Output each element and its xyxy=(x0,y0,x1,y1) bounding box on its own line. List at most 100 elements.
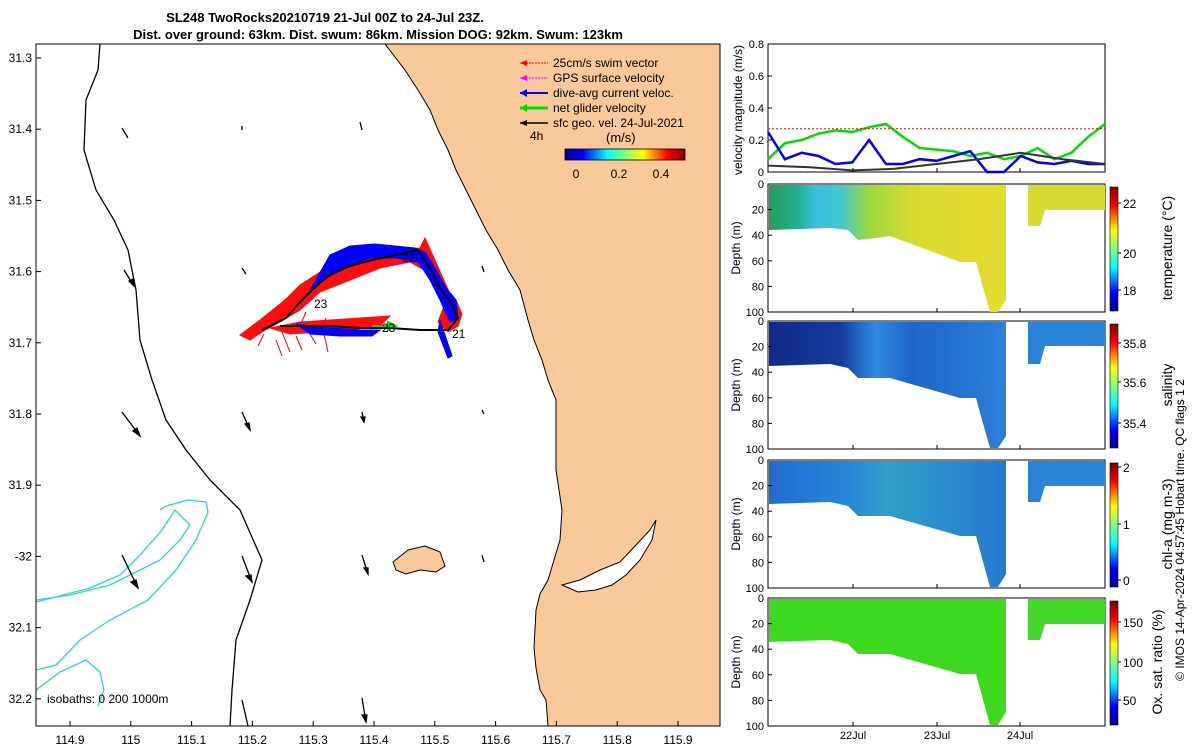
geo-velocity-arrows xyxy=(121,121,485,726)
colorbar-tick-label: 1 xyxy=(1123,518,1130,532)
depth-tick-label: 0 xyxy=(758,316,764,328)
colorbar-tick-label: 35.8 xyxy=(1123,337,1147,351)
oxygen-label: Ox. sat. ratio (%) xyxy=(1149,609,1165,714)
salinity-label: salinity xyxy=(1159,364,1175,407)
depth-tick-label: 20 xyxy=(752,619,764,631)
colorbar-tick-label: 22 xyxy=(1123,197,1137,211)
day-label-23a: 23 xyxy=(314,297,328,311)
map-x-tick-label: 115.7 xyxy=(542,733,571,747)
map-x-tick-label: 115.6 xyxy=(481,733,510,747)
salinity-colorbar xyxy=(1109,323,1119,449)
oxygen-field-right xyxy=(1028,599,1105,640)
map-y-tick-label: 32.2 xyxy=(9,692,33,706)
depth-tick-label: 100 xyxy=(746,307,764,319)
isobath-label: isobaths: 0 200 1000m xyxy=(47,692,168,706)
map-y-tick-label: 31.8 xyxy=(9,407,33,421)
depth-tick-label: 20 xyxy=(752,481,764,493)
depth-tick-label: 80 xyxy=(752,281,764,293)
depth-tick-label: 40 xyxy=(752,506,764,518)
depth-tick-label: 40 xyxy=(752,644,764,656)
chla-label: chl-a (mg m-3) xyxy=(1159,478,1175,569)
depth-tick-label: 20 xyxy=(752,342,764,354)
map-y-tick-label: 31.9 xyxy=(9,478,33,492)
legend-gps: GPS surface velocity xyxy=(553,71,664,85)
island xyxy=(392,545,446,575)
map-x-tick-label: 114.9 xyxy=(55,733,84,747)
colorbar-tick-label: 50 xyxy=(1123,694,1137,708)
depth-tick-label: 100 xyxy=(746,721,764,733)
colorbar-tick-label: 18 xyxy=(1123,284,1137,298)
depth-tick-label: 60 xyxy=(752,670,764,682)
colorbar-title: (m/s) xyxy=(606,130,636,145)
series-dive-current xyxy=(766,131,1105,174)
estuary xyxy=(560,519,657,593)
velocity-ylabel: velocity magnitude (m/s) xyxy=(731,45,745,175)
colorbar-tick-label: 20 xyxy=(1123,247,1137,261)
colorbar-tick-label: 35.4 xyxy=(1123,417,1147,431)
time-tick-label: 24Jul xyxy=(1007,730,1033,742)
depth-ticks: 0204060801000204060801000204060801000204… xyxy=(746,179,772,733)
map-frame xyxy=(35,43,721,727)
depth-label-1: Depth (m) xyxy=(729,221,743,274)
depth-tick-label: 80 xyxy=(752,695,764,707)
depth-tick-label: 0 xyxy=(758,593,764,605)
legend-dive: dive-avg current veloc. xyxy=(553,86,674,100)
time-tick-label: 22Jul xyxy=(840,730,866,742)
colorbar-tick-label: 35.6 xyxy=(1123,376,1147,390)
velocity-axes xyxy=(767,43,1106,173)
colorbar-ticks: 18 20 22 35.4 35.6 35.8 0 1 2 50 100 150 xyxy=(1118,197,1147,708)
depth-tick-label: 60 xyxy=(752,393,764,405)
colorbar-tick-label: 0 xyxy=(1123,574,1130,588)
cb-tick-2: 0.4 xyxy=(653,167,670,181)
title-line-2: Dist. over ground: 63km. Dist. swum: 86k… xyxy=(133,27,623,42)
temperature-field xyxy=(769,185,1006,312)
colorbar-tick-label: 100 xyxy=(1123,656,1143,670)
temperature-panel: temperature (°C) Depth (m) xyxy=(729,183,1175,313)
depth-tick-label: 80 xyxy=(752,418,764,430)
legend-geo: sfc geo. vel. 24-Jul-2021 xyxy=(553,116,684,130)
isobath-1000-b xyxy=(36,499,209,671)
depth-tick-label: 20 xyxy=(752,205,764,217)
legend-swim: 25cm/s swim vector xyxy=(553,56,658,70)
salinity-field-right xyxy=(1028,322,1105,364)
map-y-tick-label: 31.4 xyxy=(9,122,33,136)
series-geo-speed xyxy=(767,151,1106,172)
map-y-ticks: 31.3 31.4 31.5 31.6 31.7 31.8 31.9 -32 32.1 32.2 xyxy=(9,51,41,706)
isobath-1000 xyxy=(36,508,191,603)
depth-label-3: Depth (m) xyxy=(729,497,743,550)
copyright-note: © IMOS 14-Apr-2024 04:57:45 Hobart time.… xyxy=(1173,379,1187,681)
velocity-y-tick-label: 0 xyxy=(758,167,764,179)
speed-colorbar xyxy=(564,148,686,161)
isobath-200 xyxy=(83,44,263,726)
velocity-y-tick-label: 0.4 xyxy=(749,103,764,115)
chla-panel: chl-a (mg m-3) Depth (m) xyxy=(729,459,1175,589)
depth-tick-label: 40 xyxy=(752,367,764,379)
temperature-label: temperature (°C) xyxy=(1159,196,1175,300)
day-label-21: 21 xyxy=(452,327,466,341)
velocity-panel: 0 0.2 0.4 0.6 0.8 velocity magnitude (m/s) xyxy=(731,39,1106,179)
depth-tick-label: 100 xyxy=(746,583,764,595)
salinity-panel: salinity Depth (m) xyxy=(729,320,1175,450)
depth-label-2: Depth (m) xyxy=(729,358,743,411)
time-axis-ticks: 22Jul 23Jul 24Jul xyxy=(840,168,1033,742)
depth-tick-label: 60 xyxy=(752,256,764,268)
salinity-field xyxy=(769,322,1006,448)
depth-tick-label: 0 xyxy=(758,179,764,191)
velocity-y-tick-label: 0.6 xyxy=(749,71,764,83)
depth-tick-label: 80 xyxy=(752,557,764,569)
isobath-1000-c xyxy=(36,659,105,707)
map-x-tick-label: 115.9 xyxy=(663,733,692,747)
day-label-22: 22 xyxy=(402,251,416,265)
map-y-tick-label: 31.7 xyxy=(9,336,33,350)
map-panel: 22 23 23 21 25cm/s swim vector GPS surfa… xyxy=(9,43,721,747)
depth-tick-label: 40 xyxy=(752,230,764,242)
map-x-tick-label: 115.1 xyxy=(177,733,206,747)
cb-tick-1: 0.2 xyxy=(611,167,628,181)
map-x-tick-label: 115.5 xyxy=(420,733,449,747)
glider-track xyxy=(261,248,460,331)
time-tick-label: 23Jul xyxy=(924,730,950,742)
velocity-y-ticks: 0 0.2 0.4 0.6 0.8 xyxy=(749,39,772,179)
map-x-ticks: 114.9 115 115.1 115.2 115.3 115.4 115.5 115.6 11… xyxy=(55,721,693,747)
colorbar-tick-label: 2 xyxy=(1123,461,1130,475)
